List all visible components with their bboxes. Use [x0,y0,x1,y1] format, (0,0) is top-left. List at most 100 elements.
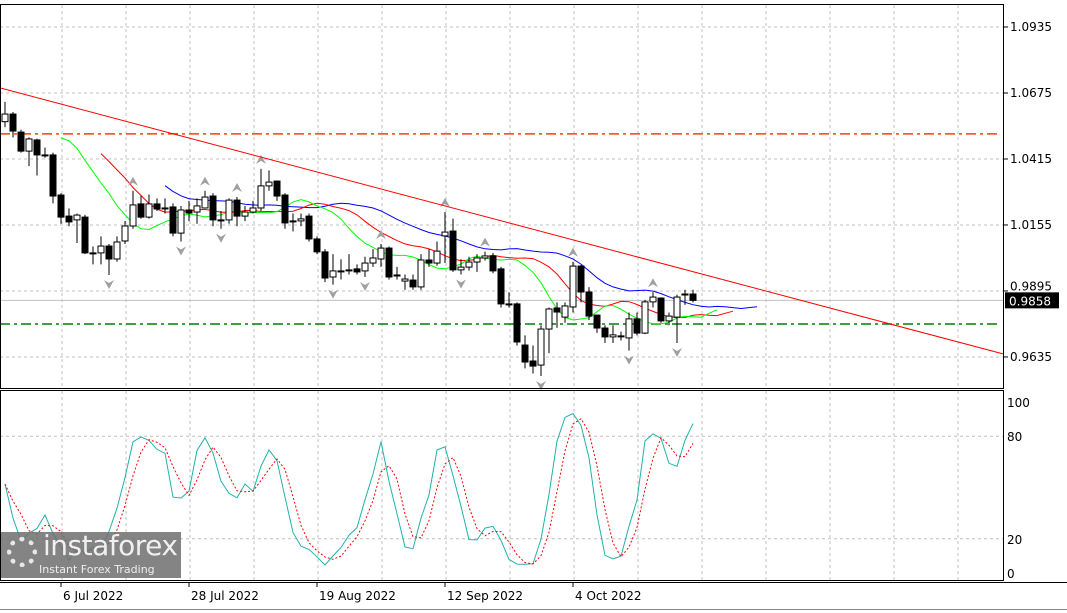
candle [449,218,457,272]
candle-body [529,360,537,367]
candle-body [41,154,49,157]
candle [201,190,209,209]
fractal-down-icon [536,380,546,390]
candle [417,254,425,290]
candle [441,212,449,264]
candle [625,312,633,351]
candle [649,292,657,308]
fractal-up-icon [568,247,578,257]
candle-body [689,293,697,301]
candle [409,274,417,290]
candle-body [249,207,257,213]
candle-body [657,297,665,322]
fractal-up-icon [256,154,266,164]
candle [145,194,153,219]
logo-brand: instaforex [43,529,178,562]
candle [401,274,409,290]
gear-logo-icon [7,537,37,567]
candle [585,287,593,321]
candle-body [457,266,465,271]
candle-body [49,154,57,197]
candle-body [25,138,33,152]
candle [537,325,545,376]
stoch-tick-label: 100 [1007,396,1030,410]
candle-body [145,203,153,218]
candle [233,197,241,227]
candle-body [577,265,585,293]
candle [313,236,321,255]
candle [265,170,273,191]
stoch-tick-label: 20 [1007,533,1022,547]
candle-body [449,230,457,271]
candle-body [385,247,393,278]
candle-body [193,205,201,213]
fractal-down-icon [672,347,682,357]
candle-body [113,241,121,260]
candle-body [345,269,353,272]
candle-body [97,245,105,254]
candle-body [593,314,601,329]
candle [41,147,49,158]
candle [361,256,369,278]
candle [73,213,81,243]
candle-body [9,113,17,132]
candle [369,249,377,267]
candle-body [281,194,289,224]
candle [561,302,569,323]
candle [481,251,489,261]
last-price-box [1005,292,1059,309]
stochastic-signal-line [4,417,694,565]
candle-body [209,195,217,221]
candle [489,252,497,274]
candle [113,236,121,262]
fractal-down-icon [624,355,634,365]
candle-body [185,209,193,214]
candle-body [585,291,593,317]
candle [513,302,521,346]
price-tick-label: 1.0675 [1010,86,1052,100]
price-tick-label: 0.9635 [1010,350,1052,364]
candle-body [137,203,145,218]
candle-body [537,328,545,366]
candle-body [625,318,633,339]
fractal-up-icon [376,230,386,240]
candle-body [417,259,425,288]
alligator-teeth [100,153,734,319]
candle-body [89,252,97,255]
candle-body [257,185,265,209]
candle [25,137,33,167]
candle-body [273,180,281,197]
stochastic-panel [4,412,694,566]
candle [33,138,41,176]
candles [1,101,697,376]
fractal-up-icon [200,176,210,186]
candle-body [473,257,481,263]
candle-body [609,334,617,338]
candle [529,345,537,374]
candle [65,208,73,227]
price-tick-label: 1.0155 [1010,218,1052,232]
trendline[interactable] [0,87,1004,355]
candle-body [489,255,497,272]
candle-body [681,293,689,296]
candle [681,289,689,305]
candle-body [105,245,113,260]
candle-body [353,268,361,273]
candle-body [329,270,337,278]
date-label: 19 Aug 2022 [319,589,396,603]
stochastic-main-line [4,412,694,566]
candle [465,256,473,271]
candle-body [129,204,137,227]
candle [457,259,465,275]
candle [137,195,145,219]
candle-body [433,250,441,264]
candle-body [505,303,513,306]
horizontal-levels [0,133,997,325]
candle [393,266,401,280]
candle-body [545,308,553,330]
candle-body [569,265,577,308]
candle [609,325,617,343]
candle [633,312,641,336]
stoch-tick-label: 80 [1007,430,1022,444]
